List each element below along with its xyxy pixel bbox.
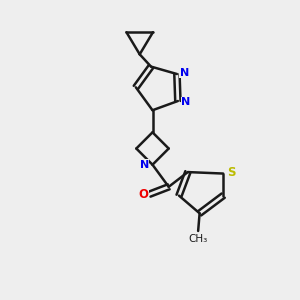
- Text: O: O: [138, 188, 148, 201]
- Text: N: N: [182, 98, 191, 107]
- Text: N: N: [180, 68, 189, 78]
- Text: S: S: [227, 166, 236, 178]
- Text: CH₃: CH₃: [188, 234, 208, 244]
- Text: N: N: [140, 160, 149, 170]
